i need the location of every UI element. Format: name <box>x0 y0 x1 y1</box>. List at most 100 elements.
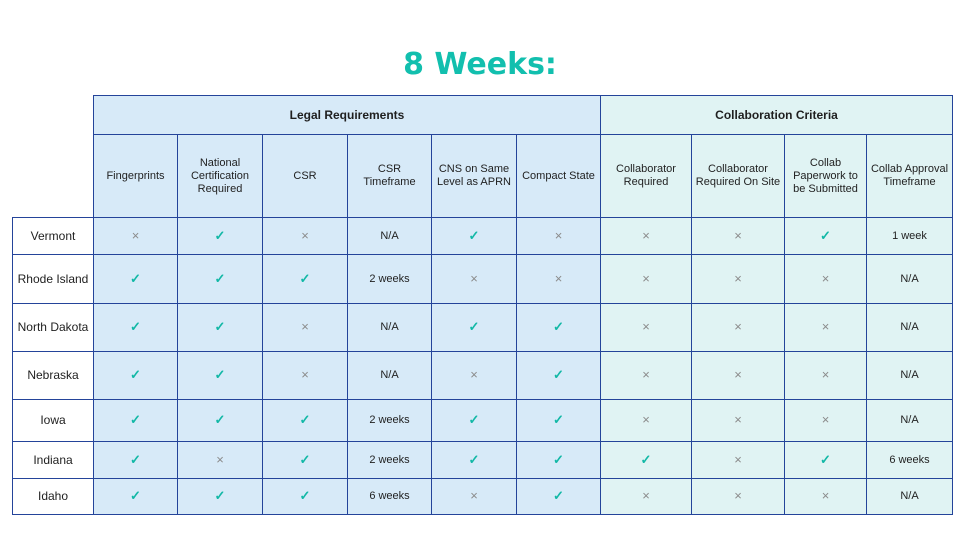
table-cell: × <box>691 303 785 352</box>
table-row: Idaho ✓ ✓ ✓ 6 weeks × ✓ × × × N/A <box>12 478 953 515</box>
check-icon: ✓ <box>468 319 480 334</box>
table-cell: × <box>262 217 348 255</box>
table-row: North Dakota ✓ ✓ × N/A ✓ ✓ × × × N/A <box>12 303 953 352</box>
check-icon: ✓ <box>468 451 480 467</box>
cross-icon: × <box>642 367 650 382</box>
column-header-collaborator-required-on-site: Collaborator Required On Site <box>691 134 785 218</box>
cross-icon: × <box>554 227 563 243</box>
check-icon: ✓ <box>553 451 564 467</box>
cross-icon: × <box>554 270 563 286</box>
table-cell: × <box>262 351 348 400</box>
cross-icon: × <box>821 367 830 382</box>
table-cell: ✓ <box>431 399 517 442</box>
cross-icon: × <box>734 488 742 503</box>
table-cell-text: N/A <box>866 399 953 442</box>
corner-cell <box>12 134 94 218</box>
cross-icon: × <box>470 488 478 503</box>
collaboration-criteria-header: Collaboration Criteria <box>600 95 953 135</box>
cross-icon: × <box>734 319 742 334</box>
check-icon: ✓ <box>214 270 226 286</box>
table-cell: × <box>600 478 692 515</box>
cross-icon: × <box>642 270 650 286</box>
column-header-compact-state: Compact State <box>516 134 601 218</box>
check-icon: ✓ <box>214 412 226 427</box>
table-row: Indiana ✓ × ✓ 2 weeks ✓ ✓ ✓ × ✓ 6 weeks <box>12 441 953 479</box>
state-name: North Dakota <box>12 303 94 352</box>
table-cell: ✓ <box>600 441 692 479</box>
table-row: Iowa ✓ ✓ ✓ 2 weeks ✓ ✓ × × × N/A <box>12 399 953 442</box>
cross-icon: × <box>470 367 478 382</box>
cross-icon: × <box>734 270 742 286</box>
table-cell: ✓ <box>516 399 601 442</box>
table-cell: ✓ <box>516 303 601 352</box>
column-header-collab-paperwork-to-be-submitted: Collab Paperwork to be Submitted <box>784 134 867 218</box>
check-icon: ✓ <box>299 412 311 427</box>
table-cell-text: N/A <box>866 351 953 400</box>
table-cell-text: 6 weeks <box>866 441 953 479</box>
table-cell: × <box>516 217 601 255</box>
check-icon: ✓ <box>130 319 141 334</box>
check-icon: ✓ <box>553 412 564 427</box>
table-row: Vermont × ✓ × N/A ✓ × × × ✓ 1 week <box>12 217 953 255</box>
table-cell: × <box>691 217 785 255</box>
table-cell: ✓ <box>177 303 263 352</box>
table-cell: ✓ <box>431 217 517 255</box>
corner-cell <box>12 95 94 135</box>
column-header-csr-timeframe: CSR Timeframe <box>347 134 432 218</box>
table-cell: ✓ <box>262 254 348 304</box>
state-name: Nebraska <box>12 351 94 400</box>
check-icon: ✓ <box>553 488 564 503</box>
table-cell: × <box>431 478 517 515</box>
cross-icon: × <box>642 412 650 427</box>
table-cell: × <box>177 441 263 479</box>
legal-requirements-header: Legal Requirements <box>93 95 601 135</box>
table-cell-text: N/A <box>866 303 953 352</box>
requirements-table: Legal Requirements Collaboration Criteri… <box>12 95 953 515</box>
cross-icon: × <box>821 270 830 286</box>
table-cell: ✓ <box>93 478 178 515</box>
check-icon: ✓ <box>468 412 480 427</box>
table-cell: × <box>691 478 785 515</box>
cross-icon: × <box>821 412 830 427</box>
page-title: 8 Weeks: <box>403 47 557 82</box>
cross-icon: × <box>642 227 650 243</box>
check-icon: ✓ <box>214 319 226 334</box>
state-name: Rhode Island <box>12 254 94 304</box>
table-cell-text: 1 week <box>866 217 953 255</box>
table-cell: × <box>431 254 517 304</box>
state-name: Indiana <box>12 441 94 479</box>
check-icon: ✓ <box>468 227 480 243</box>
check-icon: ✓ <box>299 270 311 286</box>
check-icon: ✓ <box>130 451 141 467</box>
check-icon: ✓ <box>299 488 311 503</box>
table-cell: ✓ <box>262 399 348 442</box>
check-icon: ✓ <box>299 451 311 467</box>
check-icon: ✓ <box>553 319 564 334</box>
table-cell: ✓ <box>262 478 348 515</box>
table-cell-text: N/A <box>347 217 432 255</box>
table-cell-text: 2 weeks <box>347 399 432 442</box>
table-cell: ✓ <box>177 399 263 442</box>
table-cell: × <box>600 351 692 400</box>
check-icon: ✓ <box>214 227 226 243</box>
table-cell: × <box>691 351 785 400</box>
table-cell: ✓ <box>431 303 517 352</box>
table-cell-text: N/A <box>866 478 953 515</box>
table-cell-text: 2 weeks <box>347 254 432 304</box>
table-cell-text: N/A <box>347 351 432 400</box>
table-cell: × <box>691 399 785 442</box>
cross-icon: × <box>734 367 742 382</box>
table-cell: × <box>600 399 692 442</box>
cross-icon: × <box>642 488 650 503</box>
cross-icon: × <box>470 270 478 286</box>
table-cell: × <box>784 303 867 352</box>
table-cell-text: 6 weeks <box>347 478 432 515</box>
table-cell: × <box>691 441 785 479</box>
cross-icon: × <box>301 227 309 243</box>
table-cell: ✓ <box>516 441 601 479</box>
table-row: Rhode Island ✓ ✓ ✓ 2 weeks × × × × × N/A <box>12 254 953 304</box>
table-cell: ✓ <box>516 351 601 400</box>
check-icon: ✓ <box>130 270 141 286</box>
cross-icon: × <box>301 367 309 382</box>
state-name: Vermont <box>12 217 94 255</box>
